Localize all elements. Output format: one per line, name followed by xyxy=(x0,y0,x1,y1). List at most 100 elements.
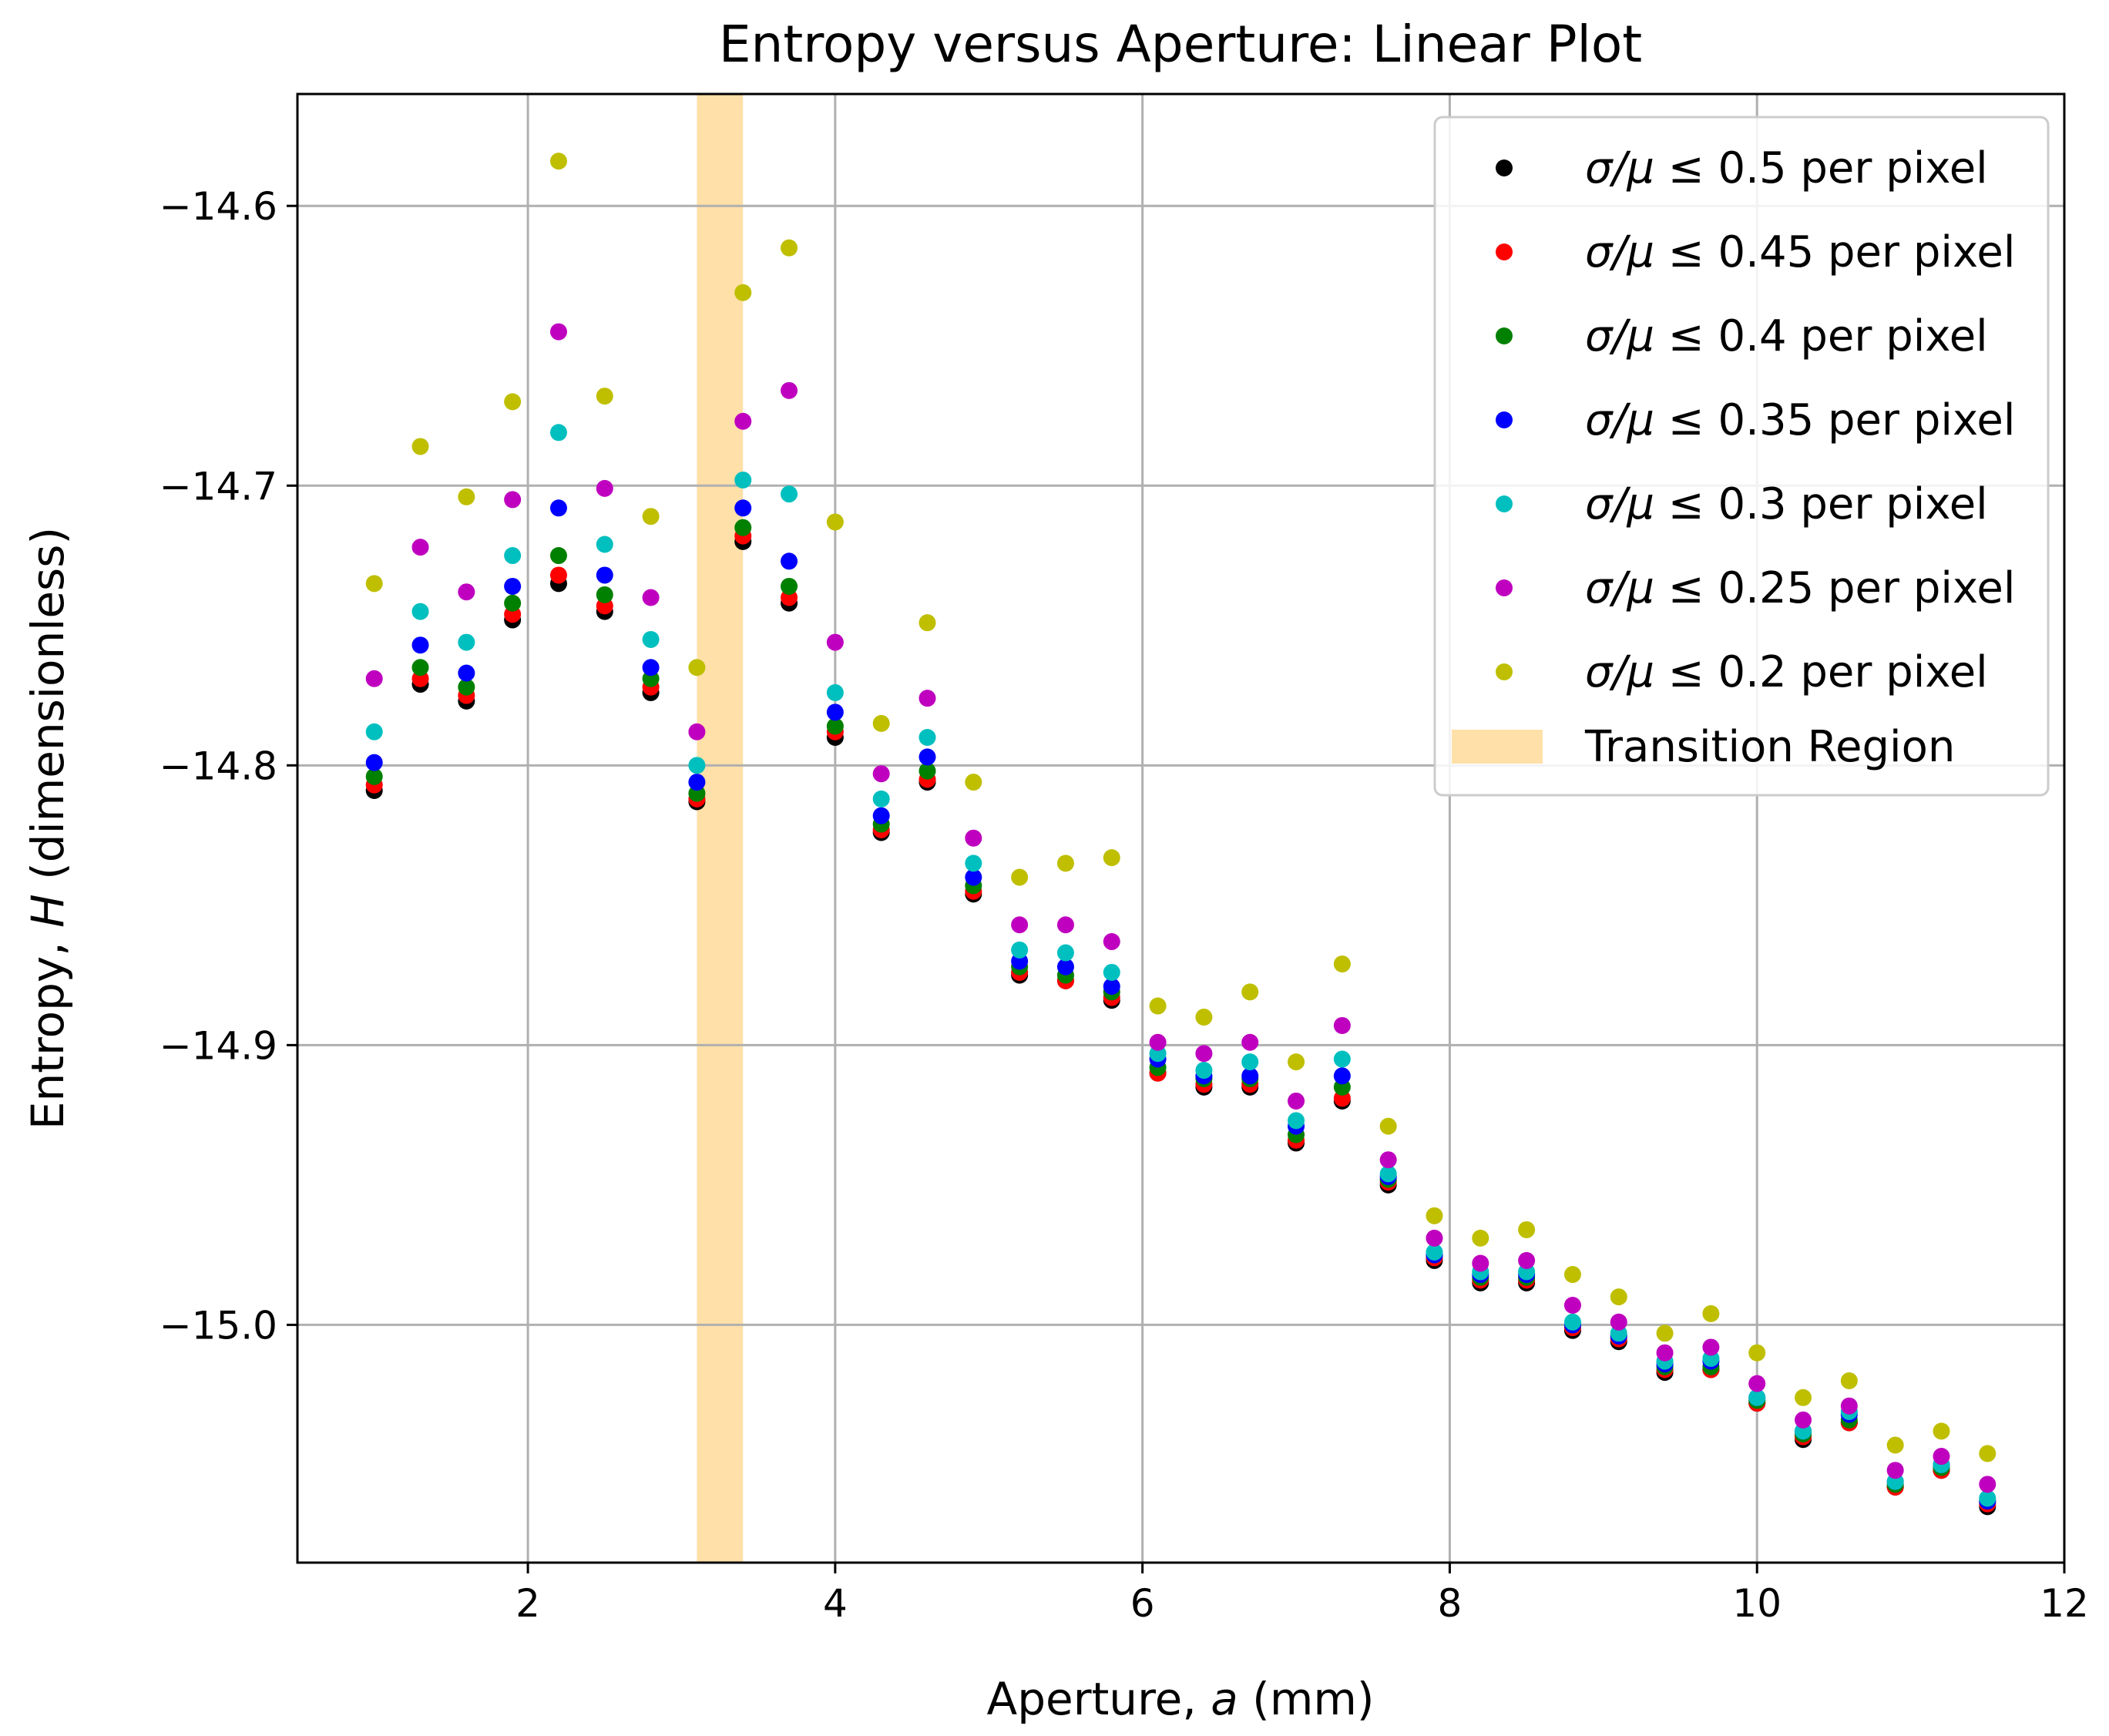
data-point xyxy=(781,577,798,595)
y-tick-label: −14.8 xyxy=(160,744,277,788)
data-point xyxy=(688,723,706,740)
data-point xyxy=(1056,958,1074,975)
data-point xyxy=(411,636,429,654)
data-point xyxy=(1979,1445,1996,1462)
y-tick-label: −15.0 xyxy=(160,1303,277,1348)
data-point xyxy=(965,868,982,886)
data-point xyxy=(596,566,613,584)
grid-layer xyxy=(297,94,2066,1563)
data-point xyxy=(918,748,936,766)
data-point xyxy=(1886,1436,1904,1454)
data-point xyxy=(596,536,613,553)
series-5 xyxy=(365,323,1996,1493)
data-point xyxy=(1610,1288,1627,1306)
data-point xyxy=(504,594,522,612)
data-point xyxy=(965,829,982,847)
data-point xyxy=(642,630,660,648)
data-point xyxy=(1288,1053,1305,1071)
legend-marker xyxy=(1496,327,1513,344)
data-point xyxy=(504,393,522,411)
data-point xyxy=(826,703,844,721)
data-point xyxy=(549,547,567,565)
data-point xyxy=(1056,916,1074,934)
data-point xyxy=(1979,1476,1996,1493)
data-point xyxy=(1472,1254,1489,1272)
data-point xyxy=(1563,1296,1581,1314)
data-point xyxy=(1748,1344,1766,1362)
data-point xyxy=(596,479,613,497)
x-tick-label: 12 xyxy=(2040,1581,2089,1626)
data-point xyxy=(1241,1053,1259,1071)
legend-box xyxy=(1433,116,2050,797)
chart-title: Entropy versus Aperture: Linear Plot xyxy=(719,15,1642,74)
data-point xyxy=(1333,1016,1351,1034)
data-point xyxy=(549,153,567,170)
data-point xyxy=(1103,933,1120,951)
legend-entry-label: σ/μ ≤ 0.25 per pixel xyxy=(1585,563,2015,613)
data-point xyxy=(1933,1448,1950,1466)
ticks-layer: 2 4 6 8 10 12 −14.6 −14.7 −14.8 −14.9 −15.0 xyxy=(160,184,2089,1626)
legend-entry-label: σ/μ ≤ 0.35 per pixel xyxy=(1585,395,2015,445)
data-point xyxy=(1241,1033,1259,1051)
x-tick-label: 10 xyxy=(1732,1581,1782,1626)
data-point xyxy=(1748,1375,1766,1392)
data-point xyxy=(458,488,475,505)
data-point xyxy=(411,539,429,556)
data-point xyxy=(688,774,706,791)
data-point xyxy=(1426,1207,1443,1224)
data-point xyxy=(504,547,522,565)
data-point xyxy=(1795,1388,1812,1406)
data-points-layer xyxy=(365,153,1996,1516)
data-point xyxy=(411,659,429,677)
y-axis-label: Entropy, H (dimensionless) xyxy=(22,527,74,1130)
data-point xyxy=(596,388,613,405)
data-point xyxy=(1333,1067,1351,1085)
y-tick-label: −14.7 xyxy=(160,464,277,509)
data-point xyxy=(642,508,660,526)
data-point xyxy=(688,659,706,677)
data-point xyxy=(918,729,936,747)
series-6 xyxy=(365,153,1996,1462)
data-point xyxy=(504,491,522,509)
data-point xyxy=(781,239,798,257)
legend-entry-label: σ/μ ≤ 0.45 per pixel xyxy=(1585,227,2015,277)
data-point xyxy=(826,717,844,735)
data-point xyxy=(458,583,475,601)
legend-transition-swatch xyxy=(1452,730,1543,764)
data-point xyxy=(1426,1229,1443,1247)
data-point xyxy=(365,575,383,593)
plot-frame xyxy=(296,92,2066,1564)
data-point xyxy=(872,790,890,808)
x-axis-label: Aperture, a (mm) xyxy=(987,1673,1375,1725)
data-point xyxy=(1011,916,1029,934)
data-point xyxy=(1333,955,1351,973)
data-point xyxy=(1563,1313,1581,1331)
data-point xyxy=(1933,1422,1950,1440)
x-tick-label: 2 xyxy=(515,1581,540,1626)
data-point xyxy=(1056,944,1074,962)
legend-marker xyxy=(1496,579,1513,596)
data-point xyxy=(734,412,752,430)
data-point xyxy=(918,614,936,632)
data-point xyxy=(549,566,567,584)
data-point xyxy=(1011,868,1029,886)
data-point xyxy=(781,552,798,570)
data-point xyxy=(872,807,890,824)
data-point xyxy=(918,762,936,780)
data-point xyxy=(642,589,660,606)
data-point xyxy=(1241,983,1259,1001)
data-point xyxy=(826,633,844,651)
data-point xyxy=(1379,1151,1397,1169)
data-point xyxy=(781,381,798,399)
data-point xyxy=(549,323,567,341)
legend-marker xyxy=(1496,159,1513,176)
data-point xyxy=(1011,941,1029,959)
data-point xyxy=(965,774,982,791)
data-point xyxy=(1056,855,1074,872)
data-point xyxy=(781,485,798,503)
data-point xyxy=(1195,1062,1213,1080)
data-point xyxy=(458,678,475,696)
data-point xyxy=(872,714,890,732)
data-point xyxy=(411,603,429,620)
legend: σ/μ ≤ 0.5 per pixel σ/μ ≤ 0.45 per pixel σ… xyxy=(1433,116,2050,797)
